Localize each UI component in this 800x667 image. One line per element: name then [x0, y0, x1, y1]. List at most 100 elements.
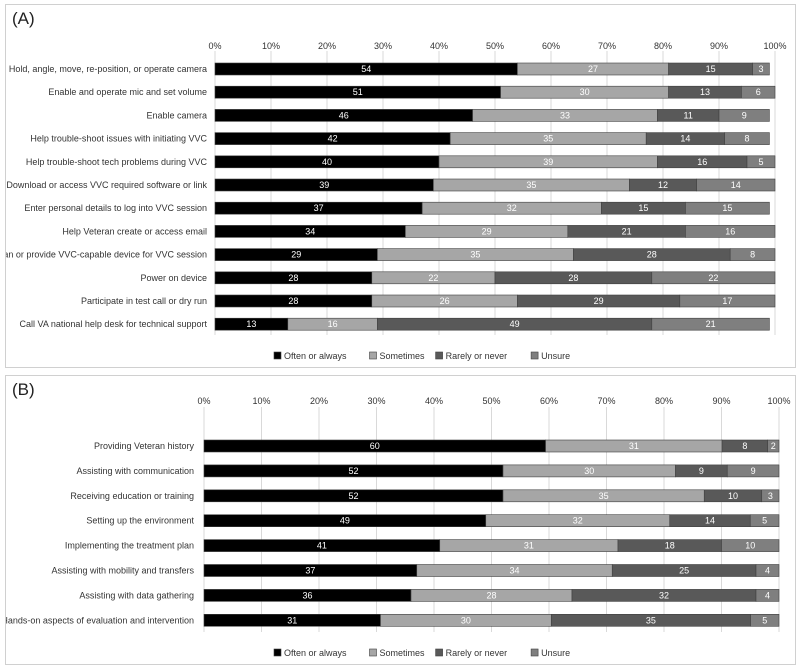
legend-swatch — [435, 648, 443, 657]
data-label: 10 — [745, 541, 755, 551]
legend-label: Unsure — [541, 351, 570, 361]
data-label: 22 — [428, 273, 438, 283]
legend-swatch — [369, 351, 377, 360]
data-label: 34 — [305, 226, 315, 236]
category-label: Help trouble-shoot issues with initiatin… — [30, 134, 207, 144]
bar-segment — [718, 109, 770, 122]
data-label: 14 — [731, 180, 741, 190]
data-label: 33 — [560, 110, 570, 120]
data-label: 35 — [646, 615, 656, 625]
category-label: Participate in test call or dry run — [81, 296, 207, 306]
panel-label: (A) — [12, 9, 35, 28]
bar-segment — [750, 614, 780, 627]
chart-b: 0% 10% 20% 30% 40% 50% 60% 70% 80% 90% 100% Providi… — [6, 396, 791, 658]
bar-segment — [767, 439, 780, 453]
data-label: 51 — [353, 87, 363, 97]
x-tick-label: 90% — [710, 41, 728, 51]
x-tick-label: 70% — [597, 396, 615, 406]
data-label: 30 — [580, 87, 590, 97]
x-tick-label: 50% — [482, 396, 500, 406]
legend-swatch — [273, 351, 282, 360]
data-label: 37 — [314, 203, 324, 213]
category-label: Assisting with mobility and transfers — [51, 566, 194, 576]
x-tick-label: 80% — [654, 41, 672, 51]
x-tick-label: 100% — [767, 396, 790, 406]
bar-segment — [761, 489, 780, 503]
data-label: 40 — [322, 157, 332, 167]
bar-segment — [752, 62, 770, 76]
data-label: 35 — [470, 250, 480, 260]
category-label: Hold, angle, move, re-position, or opera… — [9, 64, 207, 74]
x-tick-label: 0% — [197, 396, 210, 406]
data-label: 31 — [524, 541, 534, 551]
data-label: 9 — [742, 110, 747, 120]
data-label: 32 — [573, 516, 583, 526]
bar-segment — [679, 294, 776, 308]
data-label: 27 — [588, 64, 598, 74]
panel-a: (A) 0% 10% 20% 30% 40% 50% 60% 70% 80% 90% 100% Hol… — [5, 4, 796, 368]
data-label: 4 — [765, 590, 770, 600]
category-label: Providing Veteran history — [94, 441, 195, 451]
x-tick-label: 10% — [262, 41, 280, 51]
data-label: 52 — [348, 466, 358, 476]
x-tick-label: 30% — [367, 396, 385, 406]
x-tick-label: 70% — [598, 41, 616, 51]
legend-label: Sometimes — [380, 351, 426, 361]
data-label: 22 — [708, 273, 718, 283]
x-tick-label: 20% — [318, 41, 336, 51]
data-label: 31 — [287, 615, 297, 625]
legend-swatch — [369, 648, 377, 657]
bar-segment — [651, 271, 776, 285]
data-label: 8 — [744, 134, 749, 144]
bar-segment — [685, 201, 770, 215]
bar-segment — [755, 589, 780, 602]
data-label: 49 — [510, 319, 520, 329]
data-label: 14 — [705, 516, 715, 526]
data-label: 16 — [328, 319, 338, 329]
data-label: 15 — [722, 203, 732, 213]
data-label: 31 — [629, 441, 639, 451]
legend-label: Rarely or never — [446, 648, 508, 658]
data-label: 29 — [594, 296, 604, 306]
bar-segment — [685, 225, 776, 238]
data-label: 36 — [302, 590, 312, 600]
legend-swatch — [273, 648, 282, 657]
data-label: 54 — [361, 64, 371, 74]
category-label: Receiving education or training — [70, 491, 194, 501]
data-label: 9 — [699, 466, 704, 476]
data-label: 10 — [728, 491, 738, 501]
data-label: 46 — [339, 110, 349, 120]
x-tick-label: 20% — [310, 396, 328, 406]
bar-segment — [696, 178, 776, 192]
category-label: Enable and operate mic and set volume — [48, 87, 207, 97]
category-label: Help trouble-shoot tech problems during … — [26, 157, 208, 167]
data-label: 14 — [680, 134, 690, 144]
data-label: 9 — [751, 466, 756, 476]
legend-label: Often or always — [284, 648, 347, 658]
legend-label: Often or always — [284, 351, 347, 361]
data-label: 39 — [543, 157, 553, 167]
data-label: 8 — [742, 441, 747, 451]
data-label: 60 — [370, 441, 380, 451]
data-label: 2 — [771, 441, 776, 451]
data-label: 35 — [543, 134, 553, 144]
chart-a: 0% 10% 20% 30% 40% 50% 60% 70% 80% 90% 100% Hold, a… — [6, 41, 787, 361]
x-tick-label: 40% — [430, 41, 448, 51]
data-label: 5 — [762, 615, 767, 625]
bar-segment — [749, 514, 780, 527]
data-label: 30 — [584, 466, 594, 476]
category-label: Assisting with data gathering — [79, 590, 194, 600]
legend-swatch — [435, 351, 443, 360]
category-label: Setting up the environment — [86, 516, 194, 526]
data-label: 29 — [482, 226, 492, 236]
data-label: 35 — [526, 180, 536, 190]
data-label: 35 — [599, 491, 609, 501]
x-tick-label: 50% — [486, 41, 504, 51]
x-tick-label: 60% — [542, 41, 560, 51]
x-tick-label: 30% — [374, 41, 392, 51]
data-label: 21 — [706, 319, 716, 329]
data-label: 6 — [756, 87, 761, 97]
x-tick-label: 100% — [763, 41, 786, 51]
legend-label: Rarely or never — [446, 351, 508, 361]
data-label: 52 — [348, 491, 358, 501]
